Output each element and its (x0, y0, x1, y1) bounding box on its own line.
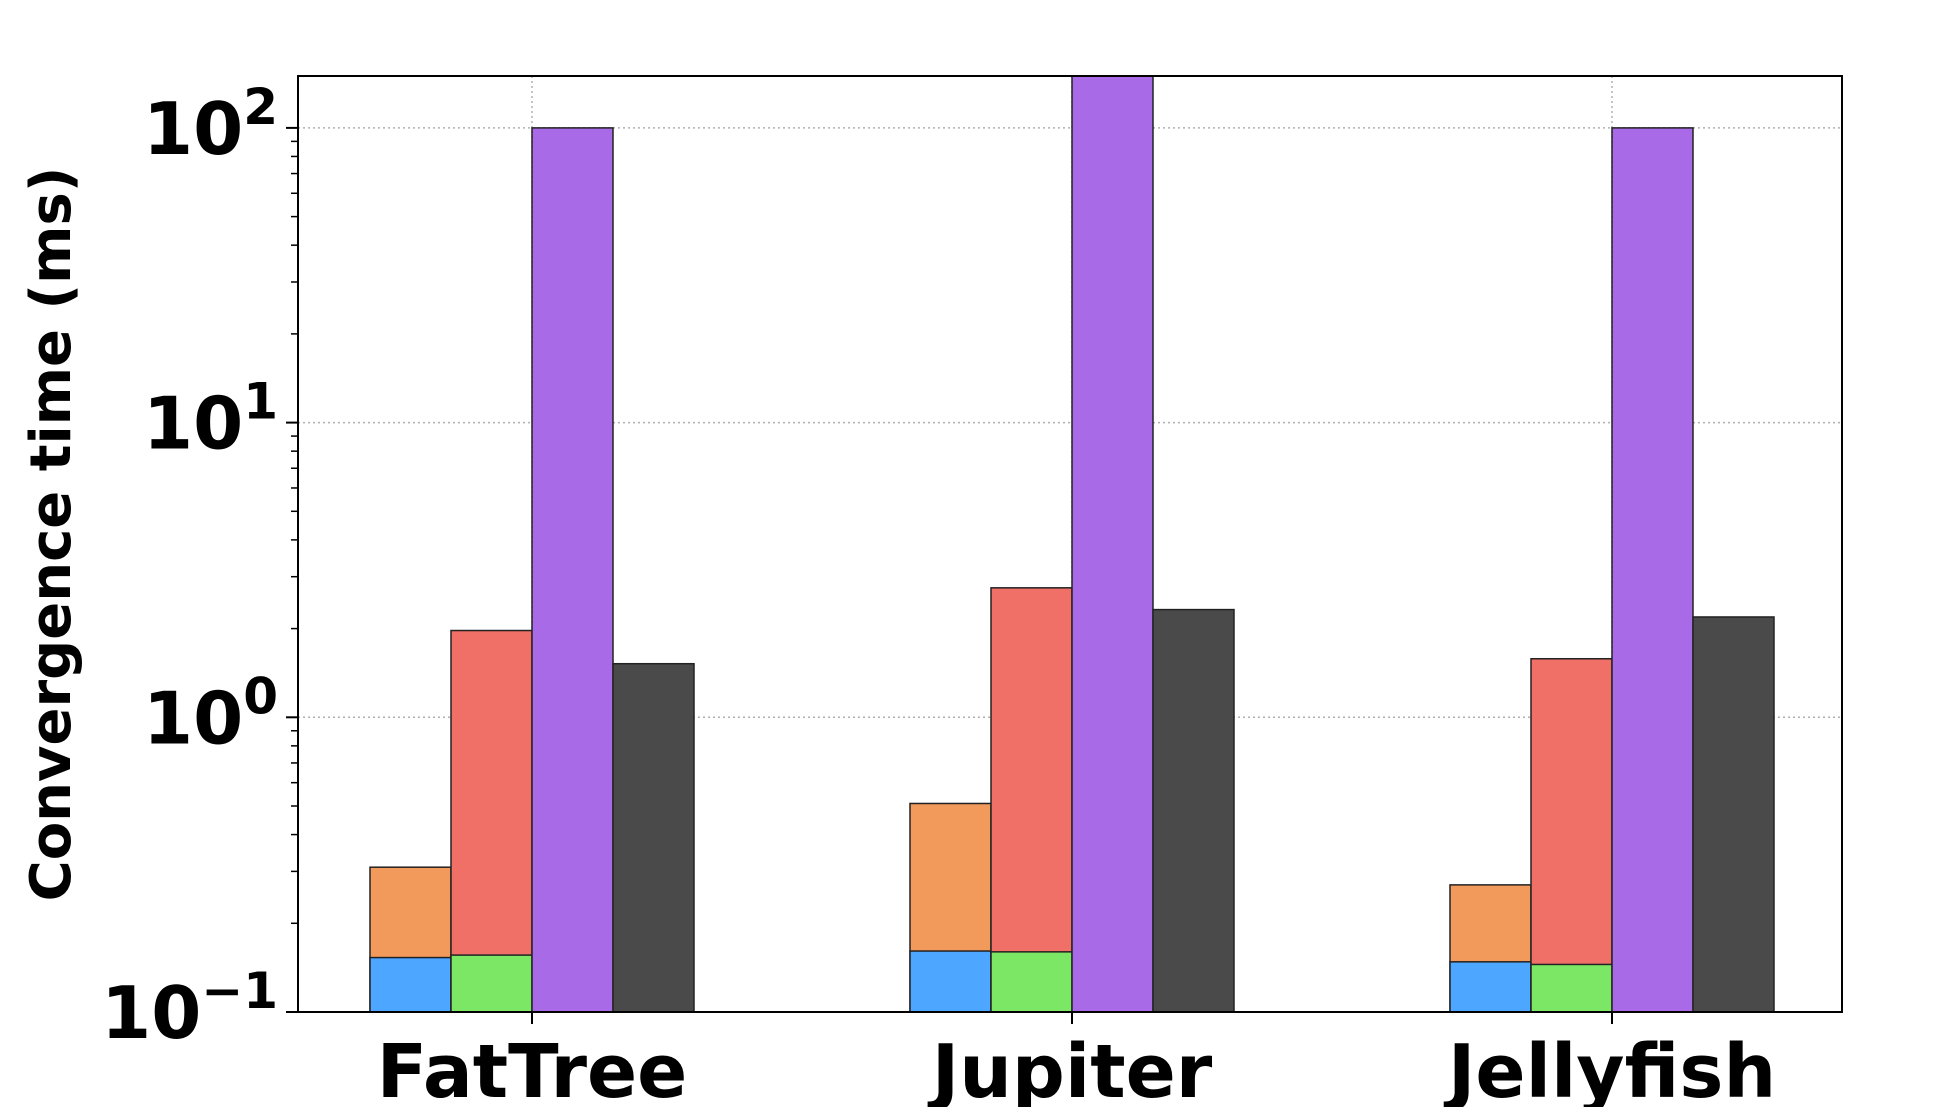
x-tick-label: Jellyfish (1443, 1029, 1776, 1107)
bar (1449, 961, 1532, 1013)
bar (1152, 608, 1235, 1013)
y-tick-label: 100 (143, 667, 278, 760)
axis-ticks (286, 126, 1613, 1024)
bar (531, 127, 614, 1013)
bar (1611, 127, 1694, 1013)
plot-frame (297, 75, 1843, 1013)
bar (1071, 75, 1154, 1013)
y-tick-label: 101 (143, 373, 278, 466)
x-tick-label: FatTree (377, 1029, 688, 1107)
bars (369, 75, 1775, 1013)
bar (990, 951, 1073, 1013)
bar (909, 950, 992, 1013)
bar (612, 662, 695, 1013)
bar (990, 587, 1073, 1013)
y-tick-label: 10−1 (101, 962, 278, 1055)
bar (1692, 616, 1775, 1013)
bar (450, 954, 533, 1013)
bar (369, 956, 452, 1013)
bar (1530, 963, 1613, 1013)
x-tick-label: Jupiter (927, 1029, 1213, 1107)
bar (1530, 658, 1613, 1013)
y-tick-label: 102 (143, 78, 278, 171)
bar (450, 629, 533, 1013)
y-axis-label: Convergence time (ms) (19, 167, 84, 902)
